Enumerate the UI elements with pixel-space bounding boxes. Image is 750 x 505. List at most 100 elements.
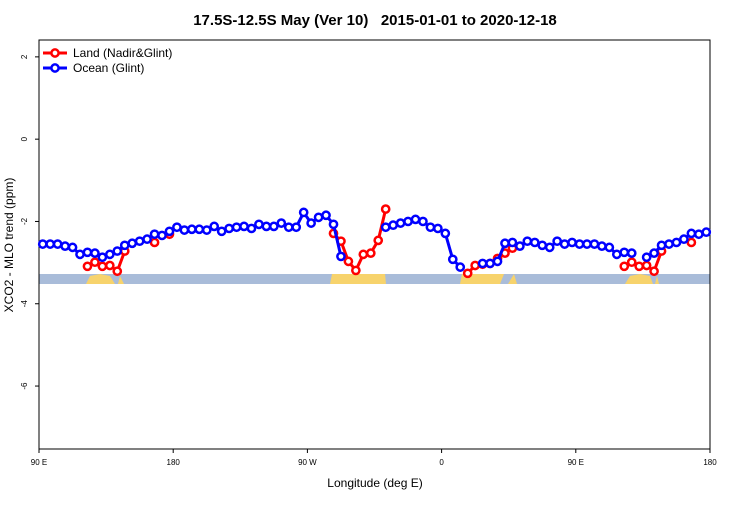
data-point [97, 252, 108, 263]
data-point [246, 223, 257, 234]
data-point [119, 240, 130, 251]
data-point [365, 248, 376, 258]
data-point [447, 254, 458, 265]
data-point [552, 236, 563, 247]
data-point [656, 240, 667, 251]
land-mask [39, 274, 710, 284]
data-point [149, 229, 160, 240]
data-point [149, 237, 160, 248]
data-point [522, 236, 533, 247]
data-point [216, 226, 227, 237]
data-point [619, 247, 630, 258]
data-point [529, 237, 540, 248]
data-point [515, 241, 525, 251]
y-tick-label: -6 [20, 382, 29, 390]
data-point [82, 247, 93, 258]
data-point [574, 239, 585, 249]
data-point [500, 238, 510, 249]
data-point [693, 229, 704, 240]
data-point [112, 246, 123, 256]
data-point [306, 218, 316, 228]
land-patch [625, 274, 659, 284]
land-patch [330, 274, 386, 284]
data-point [90, 248, 100, 258]
data-point [336, 251, 346, 262]
data-point [45, 239, 56, 249]
data-point [97, 261, 108, 272]
data-point [134, 236, 145, 247]
data-point [224, 223, 234, 234]
data-point [559, 239, 570, 249]
data-point [380, 204, 391, 214]
data-point [626, 248, 637, 258]
data-point [351, 265, 361, 276]
x-tick-label: 90 W [298, 458, 317, 467]
data-point [388, 220, 398, 231]
data-point [492, 256, 503, 267]
data-point [75, 249, 85, 260]
land-patch [86, 274, 124, 284]
data-point [649, 266, 659, 277]
data-point [440, 228, 451, 239]
data-point [157, 230, 167, 241]
x-tick-label: 90 E [31, 458, 47, 467]
data-point [298, 207, 309, 218]
legend-marker [50, 48, 60, 58]
data-point [418, 216, 428, 227]
data-point [604, 242, 615, 253]
data-point [701, 227, 712, 238]
data-point [313, 212, 324, 223]
data-point [343, 256, 354, 267]
data-point [626, 257, 637, 268]
data-point [649, 248, 659, 258]
data-point [589, 239, 600, 249]
data-point [477, 258, 488, 269]
data-point [164, 226, 175, 237]
data-point [67, 242, 78, 253]
x-tick-label: 90 E [568, 458, 584, 467]
data-point [373, 235, 384, 246]
legend-label: Ocean (Glint) [73, 61, 144, 75]
data-point [395, 218, 406, 228]
data-point [261, 221, 272, 232]
data-point [231, 222, 242, 233]
land-patch [460, 274, 517, 284]
data-point [186, 224, 197, 235]
x-tick-label: 180 [703, 458, 717, 467]
data-point [90, 257, 100, 268]
data-point [239, 221, 249, 232]
data-point [433, 223, 443, 234]
data-point [194, 224, 205, 235]
data-point [686, 228, 697, 239]
data-point [686, 237, 697, 248]
data-point [104, 249, 115, 260]
data-point [634, 261, 645, 272]
data-point [410, 214, 421, 225]
data-point [328, 219, 339, 230]
data-point [544, 242, 555, 253]
y-axis-label: XCO2 - MLO trend (ppm) [2, 178, 16, 313]
series-line [87, 209, 691, 273]
data-point [172, 222, 182, 233]
data-point [321, 210, 331, 221]
data-point [201, 225, 212, 235]
x-tick-label: 0 [439, 458, 444, 467]
data-point [537, 240, 548, 251]
data-point [291, 222, 302, 233]
data-point [462, 268, 473, 279]
data-point [597, 241, 607, 251]
data-point [276, 218, 287, 228]
data-point [380, 222, 391, 233]
data-point [283, 222, 294, 233]
data-point [455, 262, 466, 272]
data-point [209, 221, 220, 232]
data-point [254, 219, 264, 230]
data-point [567, 237, 577, 248]
data-point [104, 260, 115, 271]
x-axis-label: Longitude (deg E) [327, 476, 422, 490]
data-point [679, 234, 689, 245]
legend-marker [50, 63, 60, 73]
data-point [179, 225, 190, 235]
data-point [641, 260, 652, 271]
